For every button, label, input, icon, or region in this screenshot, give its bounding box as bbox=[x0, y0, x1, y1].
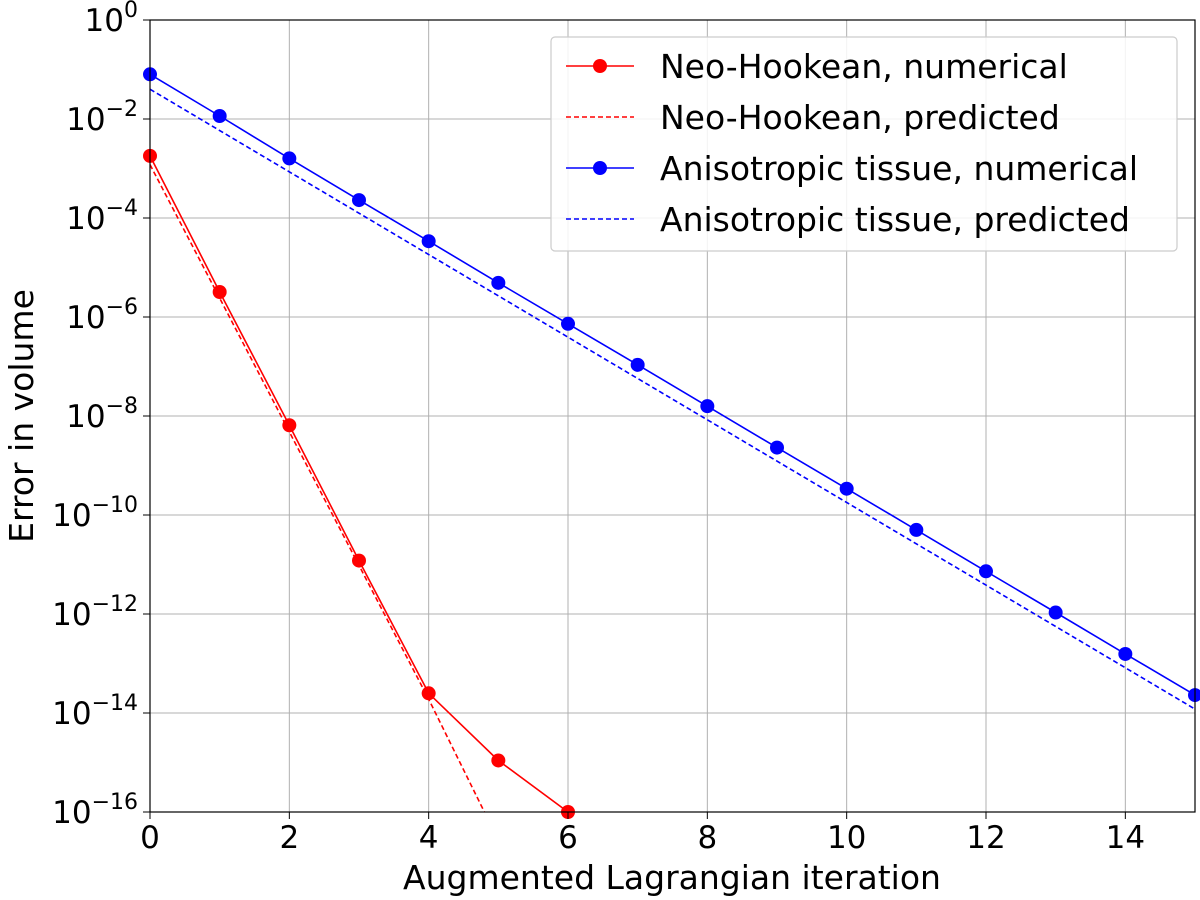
data-point-2 bbox=[700, 399, 715, 414]
x-axis-label: Augmented Lagrangian iteration bbox=[403, 858, 941, 897]
legend-label-2: Anisotropic tissue, numerical bbox=[660, 149, 1138, 188]
data-point-2 bbox=[212, 108, 227, 123]
data-point-2 bbox=[630, 357, 645, 372]
x-tick-label: 6 bbox=[558, 820, 578, 856]
series-line-2 bbox=[150, 73, 1195, 696]
legend-marker-0 bbox=[593, 59, 607, 73]
x-tick-label: 2 bbox=[279, 820, 299, 856]
data-point-0 bbox=[282, 418, 297, 433]
y-axis-ticks: 100 10−2 10−4 10−6 10−8 10−10 10−12 10−14 10−16 bbox=[52, 0, 150, 831]
y-axis-label: Error in volume bbox=[2, 289, 41, 543]
data-point-0 bbox=[491, 753, 506, 768]
legend-label-3: Anisotropic tissue, predicted bbox=[660, 200, 1130, 239]
y-tick-label: 10−4 bbox=[66, 196, 138, 237]
y-tick-label: 10−10 bbox=[52, 493, 138, 534]
series-line-0 bbox=[150, 155, 569, 812]
data-point-2 bbox=[421, 234, 436, 249]
y-tick-label: 10−8 bbox=[66, 394, 138, 435]
data-point-0 bbox=[352, 553, 366, 568]
legend-marker-2 bbox=[593, 161, 607, 175]
data-point-2 bbox=[491, 275, 506, 290]
legend-label-0: Neo-Hookean, numerical bbox=[660, 47, 1068, 86]
data-point-2 bbox=[1118, 646, 1133, 661]
x-tick-label: 10 bbox=[827, 820, 866, 856]
y-tick-label: 10−12 bbox=[52, 592, 138, 633]
data-point-2 bbox=[839, 481, 854, 496]
y-tick-label: 10−6 bbox=[66, 295, 138, 336]
data-point-2 bbox=[909, 522, 924, 537]
data-point-2 bbox=[979, 564, 993, 579]
y-tick-label: 10−16 bbox=[52, 790, 138, 831]
data-point-2 bbox=[352, 193, 366, 208]
data-point-2 bbox=[561, 316, 575, 331]
legend-box bbox=[550, 36, 1178, 252]
data-point-0 bbox=[421, 686, 436, 701]
x-axis-ticks: 0 2 4 6 8 10 12 14 bbox=[140, 812, 1145, 856]
legend: Neo-Hookean, numerical Neo-Hookean, predi… bbox=[550, 36, 1178, 252]
y-tick-label: 10−14 bbox=[52, 691, 138, 732]
data-point-2 bbox=[282, 151, 297, 166]
x-tick-label: 14 bbox=[1106, 820, 1145, 856]
series-line-1 bbox=[150, 164, 486, 812]
data-point-0 bbox=[212, 284, 227, 299]
x-tick-label: 4 bbox=[419, 820, 439, 856]
data-point-2 bbox=[770, 440, 784, 455]
data-point-2 bbox=[1048, 605, 1063, 620]
x-tick-label: 12 bbox=[966, 820, 1005, 856]
legend-label-1: Neo-Hookean, predicted bbox=[660, 98, 1060, 137]
data-point-2 bbox=[1188, 688, 1200, 703]
y-tick-label: 10−2 bbox=[66, 97, 138, 138]
y-tick-label: 100 bbox=[85, 0, 138, 39]
markers-layer bbox=[143, 67, 1200, 819]
x-tick-label: 8 bbox=[697, 820, 717, 856]
x-tick-label: 0 bbox=[140, 820, 160, 856]
series-line-3 bbox=[150, 88, 1195, 710]
